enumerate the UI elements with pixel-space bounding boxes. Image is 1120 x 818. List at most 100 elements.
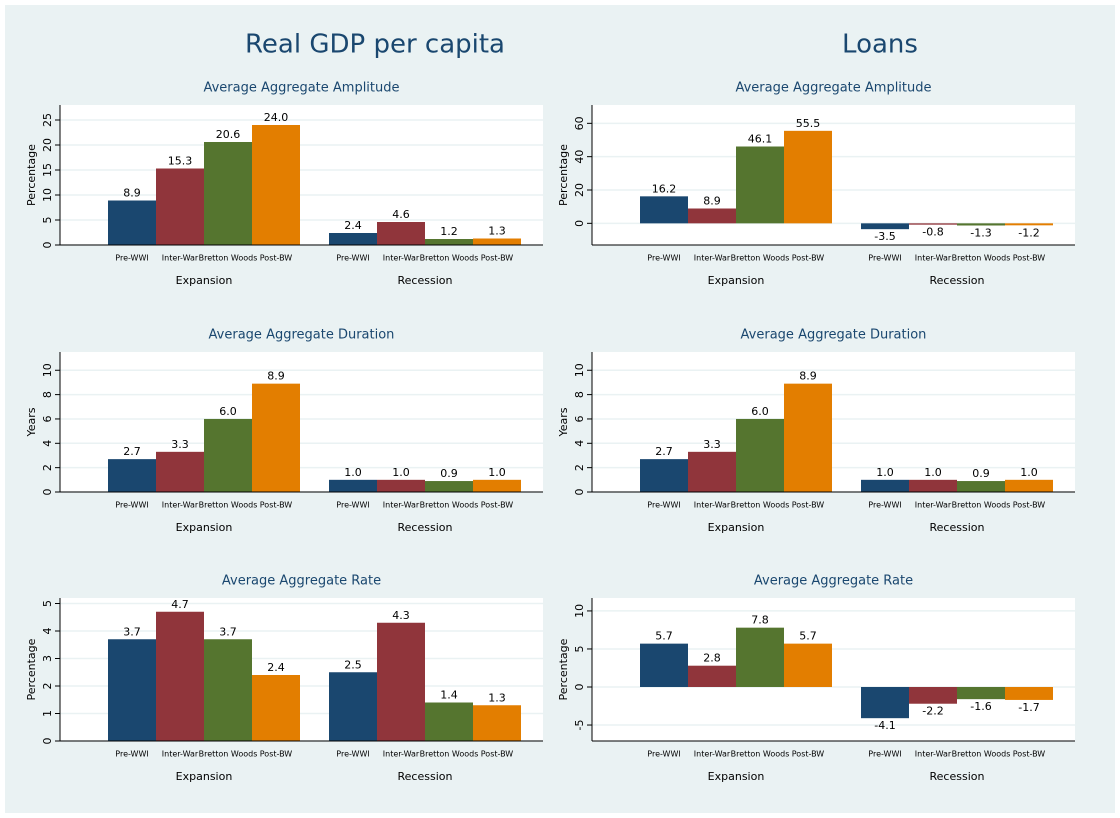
bar [957,686,1005,700]
bar [957,223,1005,226]
group-label: Expansion [708,274,765,287]
group-label: Recession [930,521,985,534]
bar-label: Pre-WWI [647,501,680,510]
bar-label: Pre-WWI [868,501,901,510]
bar-label: Pre-WWI [868,254,901,263]
bar [784,130,832,224]
y-tick-label: -5 [573,720,586,731]
bar-label: Bretton Woods [731,750,790,759]
data-label: 1.0 [1020,466,1038,479]
group-label: Recession [398,521,453,534]
subplot-title: Average Aggregate Rate [222,574,381,589]
bar-label: Post-BW [260,750,293,759]
bar [861,223,909,230]
bar-label: Bretton Woods [952,254,1011,263]
bar [425,481,473,492]
bar [329,233,377,245]
group-label: Recession [398,274,453,287]
bar-label: Inter-War [162,501,199,510]
data-label: -1.7 [1018,701,1039,714]
bar-label: Inter-War [383,501,420,510]
data-label: 55.5 [796,117,821,130]
bar [156,168,204,245]
y-tick-label: 60 [573,116,586,130]
bar [909,479,957,492]
data-label: 1.0 [876,466,894,479]
data-label: 5.7 [799,630,817,643]
bar [329,672,377,741]
data-label: -1.2 [1018,226,1039,239]
bar [473,238,521,245]
bar-label: Pre-WWI [647,750,680,759]
bar [377,622,425,741]
data-label: -4.1 [874,719,895,732]
bar [640,643,688,687]
data-label: 7.8 [751,614,769,627]
bar [784,383,832,492]
data-label: 6.0 [751,405,769,418]
y-tick-label: 6 [573,415,586,422]
y-tick-label: 20 [41,138,54,152]
data-label: 1.3 [488,691,506,704]
bar [736,146,784,224]
bar [252,675,300,741]
group-label: Recession [398,770,453,783]
bar-label: Post-BW [481,750,514,759]
bar [473,479,521,492]
bar-label: Pre-WWI [868,750,901,759]
bar-label: Bretton Woods [420,501,479,510]
y-tick-label: 25 [41,113,54,127]
data-label: -1.6 [970,700,991,713]
y-tick-label: 20 [573,183,586,197]
y-axis-label: Percentage [25,144,38,206]
bar [736,418,784,492]
data-label: 4.3 [392,609,410,622]
data-label: 2.7 [123,445,141,458]
data-label: 20.6 [216,128,241,141]
data-label: -1.3 [970,227,991,240]
data-label: 15.3 [168,155,193,168]
bar-label: Inter-War [694,750,731,759]
bar-label: Bretton Woods [420,750,479,759]
y-tick-label: 5 [573,645,586,652]
data-label: 3.7 [219,625,237,638]
y-tick-label: 4 [41,440,54,447]
bar [108,639,156,741]
bar-label: Inter-War [694,254,731,263]
bar [156,451,204,492]
y-tick-label: 0 [41,242,54,249]
data-label: -2.2 [922,705,943,718]
bar-label: Pre-WWI [336,750,369,759]
data-label: 1.0 [924,466,942,479]
bar [909,686,957,704]
y-tick-label: 2 [41,464,54,471]
subplot-title: Average Aggregate Duration [741,328,927,343]
y-tick-label: 0 [573,489,586,496]
bar-label: Post-BW [260,254,293,263]
bar-label: Inter-War [694,501,731,510]
bar [377,222,425,245]
data-label: 3.3 [703,438,721,451]
group-label: Expansion [176,274,233,287]
bar-label: Bretton Woods [731,254,790,263]
bar [861,686,909,719]
y-tick-label: 0 [573,220,586,227]
bar [1005,479,1053,492]
bar-label: Bretton Woods [731,501,790,510]
bar-label: Bretton Woods [952,750,1011,759]
data-label: 1.3 [488,225,506,238]
data-label: 1.0 [344,466,362,479]
subplot-title: Average Aggregate Amplitude [203,81,399,96]
data-label: 4.6 [392,208,410,221]
bar [473,705,521,741]
bar-label: Bretton Woods [199,254,258,263]
data-label: 1.0 [392,466,410,479]
bar-label: Pre-WWI [115,750,148,759]
bar [377,479,425,492]
y-tick-label: 8 [573,391,586,398]
bar-label: Post-BW [481,254,514,263]
data-label: 1.2 [440,225,458,238]
bar [252,125,300,245]
group-label: Expansion [708,521,765,534]
y-tick-label: 0 [41,738,54,745]
